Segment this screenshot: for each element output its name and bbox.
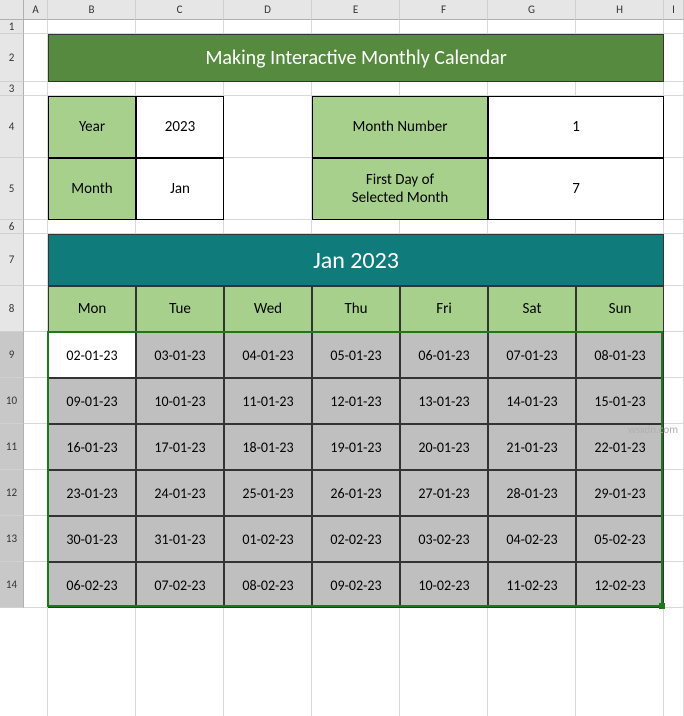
row-header-10[interactable]: 10	[0, 378, 24, 424]
calendar-day-header: Thu	[312, 286, 400, 332]
col-header-A[interactable]: A	[24, 0, 48, 20]
month-number-value[interactable]: 1	[488, 96, 664, 158]
calendar-cell[interactable]: 07-02-23	[136, 562, 224, 608]
calendar-cell[interactable]: 26-01-23	[312, 470, 400, 516]
calendar-cell[interactable]: 29-01-23	[576, 470, 664, 516]
calendar-cell[interactable]: 19-01-23	[312, 424, 400, 470]
month-number-label: Month Number	[312, 96, 488, 158]
calendar-cell[interactable]: 12-01-23	[312, 378, 400, 424]
row-header-9[interactable]: 9	[0, 332, 24, 378]
calendar-cell[interactable]: 06-01-23	[400, 332, 488, 378]
calendar-cell[interactable]: 02-02-23	[312, 516, 400, 562]
row-header-12[interactable]: 12	[0, 470, 24, 516]
first-day-label: First Day ofSelected Month	[312, 158, 488, 220]
calendar-day-header: Sun	[576, 286, 664, 332]
calendar-day-header: Fri	[400, 286, 488, 332]
calendar-day-header: Sat	[488, 286, 576, 332]
row-header-8[interactable]: 8	[0, 286, 24, 332]
month-label: Month	[48, 158, 136, 220]
col-header-G[interactable]: G	[488, 0, 576, 20]
calendar-cell[interactable]: 16-01-23	[48, 424, 136, 470]
calendar-cell[interactable]: 08-02-23	[224, 562, 312, 608]
first-day-value[interactable]: 7	[488, 158, 664, 220]
calendar-day-header: Wed	[224, 286, 312, 332]
calendar-title: Jan 2023	[48, 234, 664, 286]
col-header-I[interactable]: I	[664, 0, 684, 20]
col-header-H[interactable]: H	[576, 0, 664, 20]
calendar-day-header: Tue	[136, 286, 224, 332]
calendar-cell[interactable]: 18-01-23	[224, 424, 312, 470]
calendar-cell[interactable]: 05-01-23	[312, 332, 400, 378]
row-header-3[interactable]: 3	[0, 82, 24, 96]
calendar-cell[interactable]: 03-01-23	[136, 332, 224, 378]
calendar-cell[interactable]: 23-01-23	[48, 470, 136, 516]
col-header-B[interactable]: B	[48, 0, 136, 20]
calendar-cell[interactable]: 13-01-23	[400, 378, 488, 424]
calendar-cell[interactable]: 06-02-23	[48, 562, 136, 608]
row-header-5[interactable]: 5	[0, 158, 24, 220]
col-header-E[interactable]: E	[312, 0, 400, 20]
row-header-4[interactable]: 4	[0, 96, 24, 158]
calendar-cell[interactable]: 08-01-23	[576, 332, 664, 378]
calendar-cell[interactable]: 05-02-23	[576, 516, 664, 562]
calendar-cell[interactable]: 31-01-23	[136, 516, 224, 562]
calendar-cell[interactable]: 28-01-23	[488, 470, 576, 516]
calendar-cell[interactable]: 14-01-23	[488, 378, 576, 424]
row-header-7[interactable]: 7	[0, 234, 24, 286]
calendar-cell[interactable]: 04-02-23	[488, 516, 576, 562]
calendar-cell[interactable]: 20-01-23	[400, 424, 488, 470]
calendar-cell[interactable]: 25-01-23	[224, 470, 312, 516]
calendar-cell[interactable]: 12-02-23	[576, 562, 664, 608]
col-header-F[interactable]: F	[400, 0, 488, 20]
calendar-cell[interactable]: 09-02-23	[312, 562, 400, 608]
grid-area[interactable]: Making Interactive Monthly CalendarYear2…	[24, 20, 684, 716]
calendar-cell[interactable]: 10-01-23	[136, 378, 224, 424]
calendar-cell[interactable]: 15-01-23	[576, 378, 664, 424]
watermark-text: wsxdn.com	[628, 423, 678, 436]
calendar-cell[interactable]: 11-01-23	[224, 378, 312, 424]
title-banner: Making Interactive Monthly Calendar	[48, 34, 664, 82]
calendar-cell[interactable]: 24-01-23	[136, 470, 224, 516]
spreadsheet-sheet: ABCDEFGHI 1234567891011121314 Making Int…	[0, 0, 684, 716]
calendar-cell[interactable]: 10-02-23	[400, 562, 488, 608]
col-header-C[interactable]: C	[136, 0, 224, 20]
calendar-cell[interactable]: 17-01-23	[136, 424, 224, 470]
calendar-cell[interactable]: 04-01-23	[224, 332, 312, 378]
calendar-cell[interactable]: 27-01-23	[400, 470, 488, 516]
calendar-cell[interactable]: 21-01-23	[488, 424, 576, 470]
select-all-corner[interactable]	[0, 0, 24, 20]
row-header-14[interactable]: 14	[0, 562, 24, 608]
calendar-cell[interactable]: 03-02-23	[400, 516, 488, 562]
row-header-2[interactable]: 2	[0, 34, 24, 82]
row-header-6[interactable]: 6	[0, 220, 24, 234]
col-header-D[interactable]: D	[224, 0, 312, 20]
first-day-label-line2: Selected Month	[352, 189, 449, 207]
calendar-day-header: Mon	[48, 286, 136, 332]
row-header-1[interactable]: 1	[0, 20, 24, 34]
first-day-label-line1: First Day of	[352, 171, 449, 189]
year-label: Year	[48, 96, 136, 158]
row-header-13[interactable]: 13	[0, 516, 24, 562]
year-value[interactable]: 2023	[136, 96, 224, 158]
calendar-cell[interactable]: 07-01-23	[488, 332, 576, 378]
row-header-11[interactable]: 11	[0, 424, 24, 470]
calendar-cell[interactable]: 09-01-23	[48, 378, 136, 424]
calendar-cell[interactable]: 11-02-23	[488, 562, 576, 608]
calendar-cell[interactable]: 30-01-23	[48, 516, 136, 562]
month-value[interactable]: Jan	[136, 158, 224, 220]
calendar-cell[interactable]: 01-02-23	[224, 516, 312, 562]
calendar-cell[interactable]: 02-01-23	[48, 332, 136, 378]
